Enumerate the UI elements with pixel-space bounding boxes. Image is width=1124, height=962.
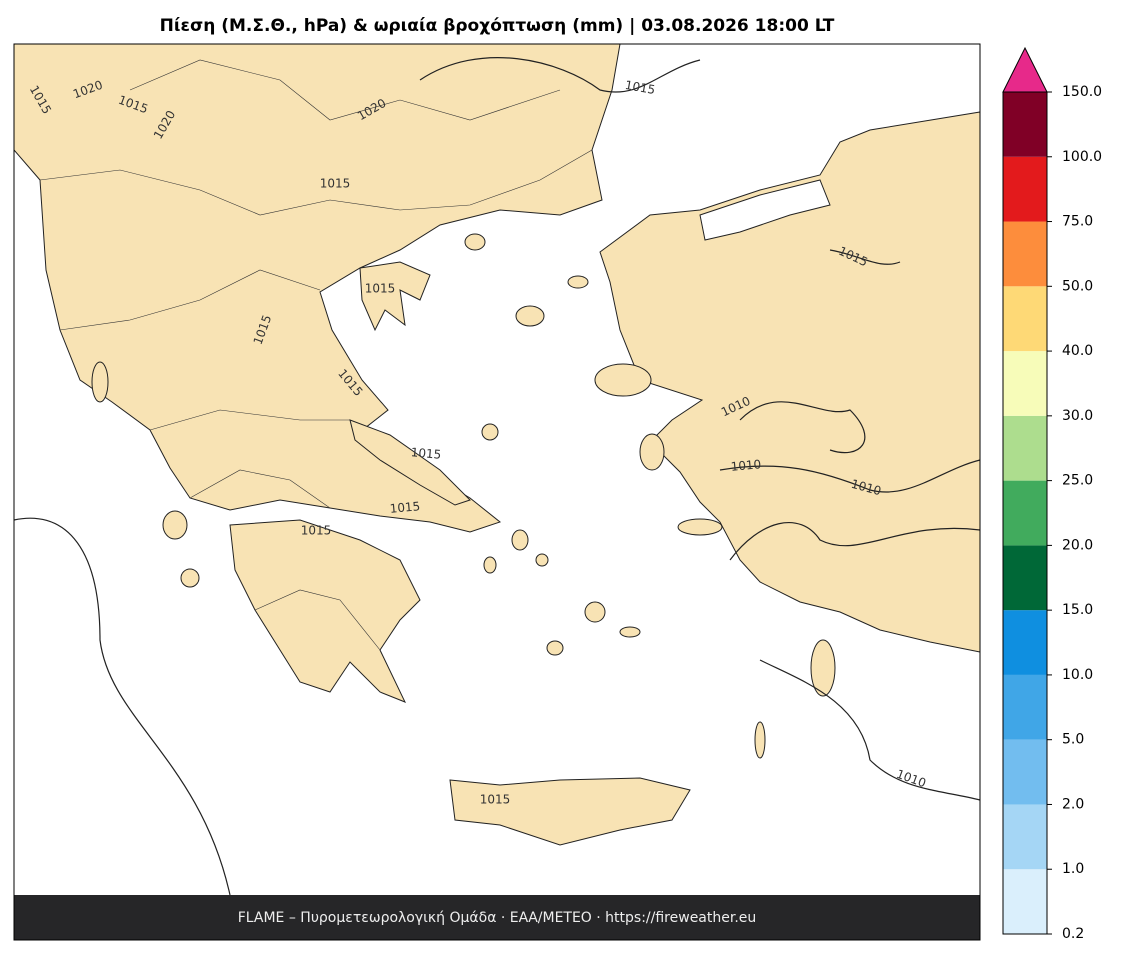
colorbar-tick-label: 75.0 xyxy=(1062,214,1093,230)
contour-label: 1015 xyxy=(389,499,421,516)
title: Πίεση (Μ.Σ.Θ., hPa) & ωριαία βροχόπτωση … xyxy=(160,16,835,36)
footer-bar xyxy=(14,895,980,940)
colorbar-extend xyxy=(1002,46,1048,93)
colorbar-tick-label: 20.0 xyxy=(1062,537,1093,553)
turkey xyxy=(599,111,981,653)
colorbar-tick-label: 10.0 xyxy=(1062,667,1093,683)
colorbar-tick-label: 100.0 xyxy=(1062,149,1102,165)
colorbar: 0.2 1.0 2.0 5.0 10.0 15.0 20.0 25.0 30.0 40.0 50.0… xyxy=(1002,46,1102,942)
colorbar-bin xyxy=(1003,286,1047,352)
peloponnese xyxy=(229,519,421,703)
contour-label: 1015 xyxy=(301,524,332,538)
colorbar-tick-label: 5.0 xyxy=(1062,732,1084,748)
colorbar-bin xyxy=(1003,545,1047,611)
borders xyxy=(39,59,593,651)
colorbar-bin xyxy=(1003,156,1047,222)
colorbar-frame xyxy=(1002,91,1048,935)
crete xyxy=(449,777,691,846)
contour-label: 1015 xyxy=(320,177,351,191)
colorbar-bin xyxy=(1003,739,1047,805)
colorbar-tick-label: 150.0 xyxy=(1062,84,1102,100)
isobars xyxy=(13,57,981,896)
colorbar-tick-label: 15.0 xyxy=(1062,602,1093,618)
contour-label: 1015 xyxy=(410,445,442,462)
colorbar-bin xyxy=(1003,610,1047,675)
euboea xyxy=(349,419,471,506)
colorbar-tick-label: 40.0 xyxy=(1062,343,1093,359)
colorbar-tick-label: 30.0 xyxy=(1062,408,1093,424)
colorbar-bin xyxy=(1003,480,1047,546)
contour-label: 1015 xyxy=(365,282,396,296)
colorbar-tick-label: 0.2 xyxy=(1062,926,1084,942)
colorbar-bin xyxy=(1003,674,1047,740)
map-frame xyxy=(13,43,981,941)
colorbar-bin xyxy=(1003,804,1047,870)
colorbar-bin xyxy=(1003,869,1047,934)
marmara-sea xyxy=(699,179,831,241)
chalkidiki xyxy=(359,261,431,332)
colorbar-tick-label: 25.0 xyxy=(1062,473,1093,489)
footer-text: FLAME – Πυρομετεωρολογική Ομάδα · ΕΑΑ/ME… xyxy=(238,910,757,926)
colorbar-bin xyxy=(1003,351,1047,416)
colorbar-bin xyxy=(1003,415,1047,481)
colorbar-bin xyxy=(1003,221,1047,287)
contour-label: 1010 xyxy=(730,457,762,474)
colorbar-tick-label: 2.0 xyxy=(1062,796,1084,812)
colorbar-bin xyxy=(1003,92,1047,157)
contour-label: 1015 xyxy=(480,793,511,807)
colorbar-tick-label: 50.0 xyxy=(1062,278,1093,294)
colorbar-tick-label: 1.0 xyxy=(1062,861,1084,877)
contour-label: 1015 xyxy=(624,78,657,97)
islands xyxy=(91,233,836,759)
